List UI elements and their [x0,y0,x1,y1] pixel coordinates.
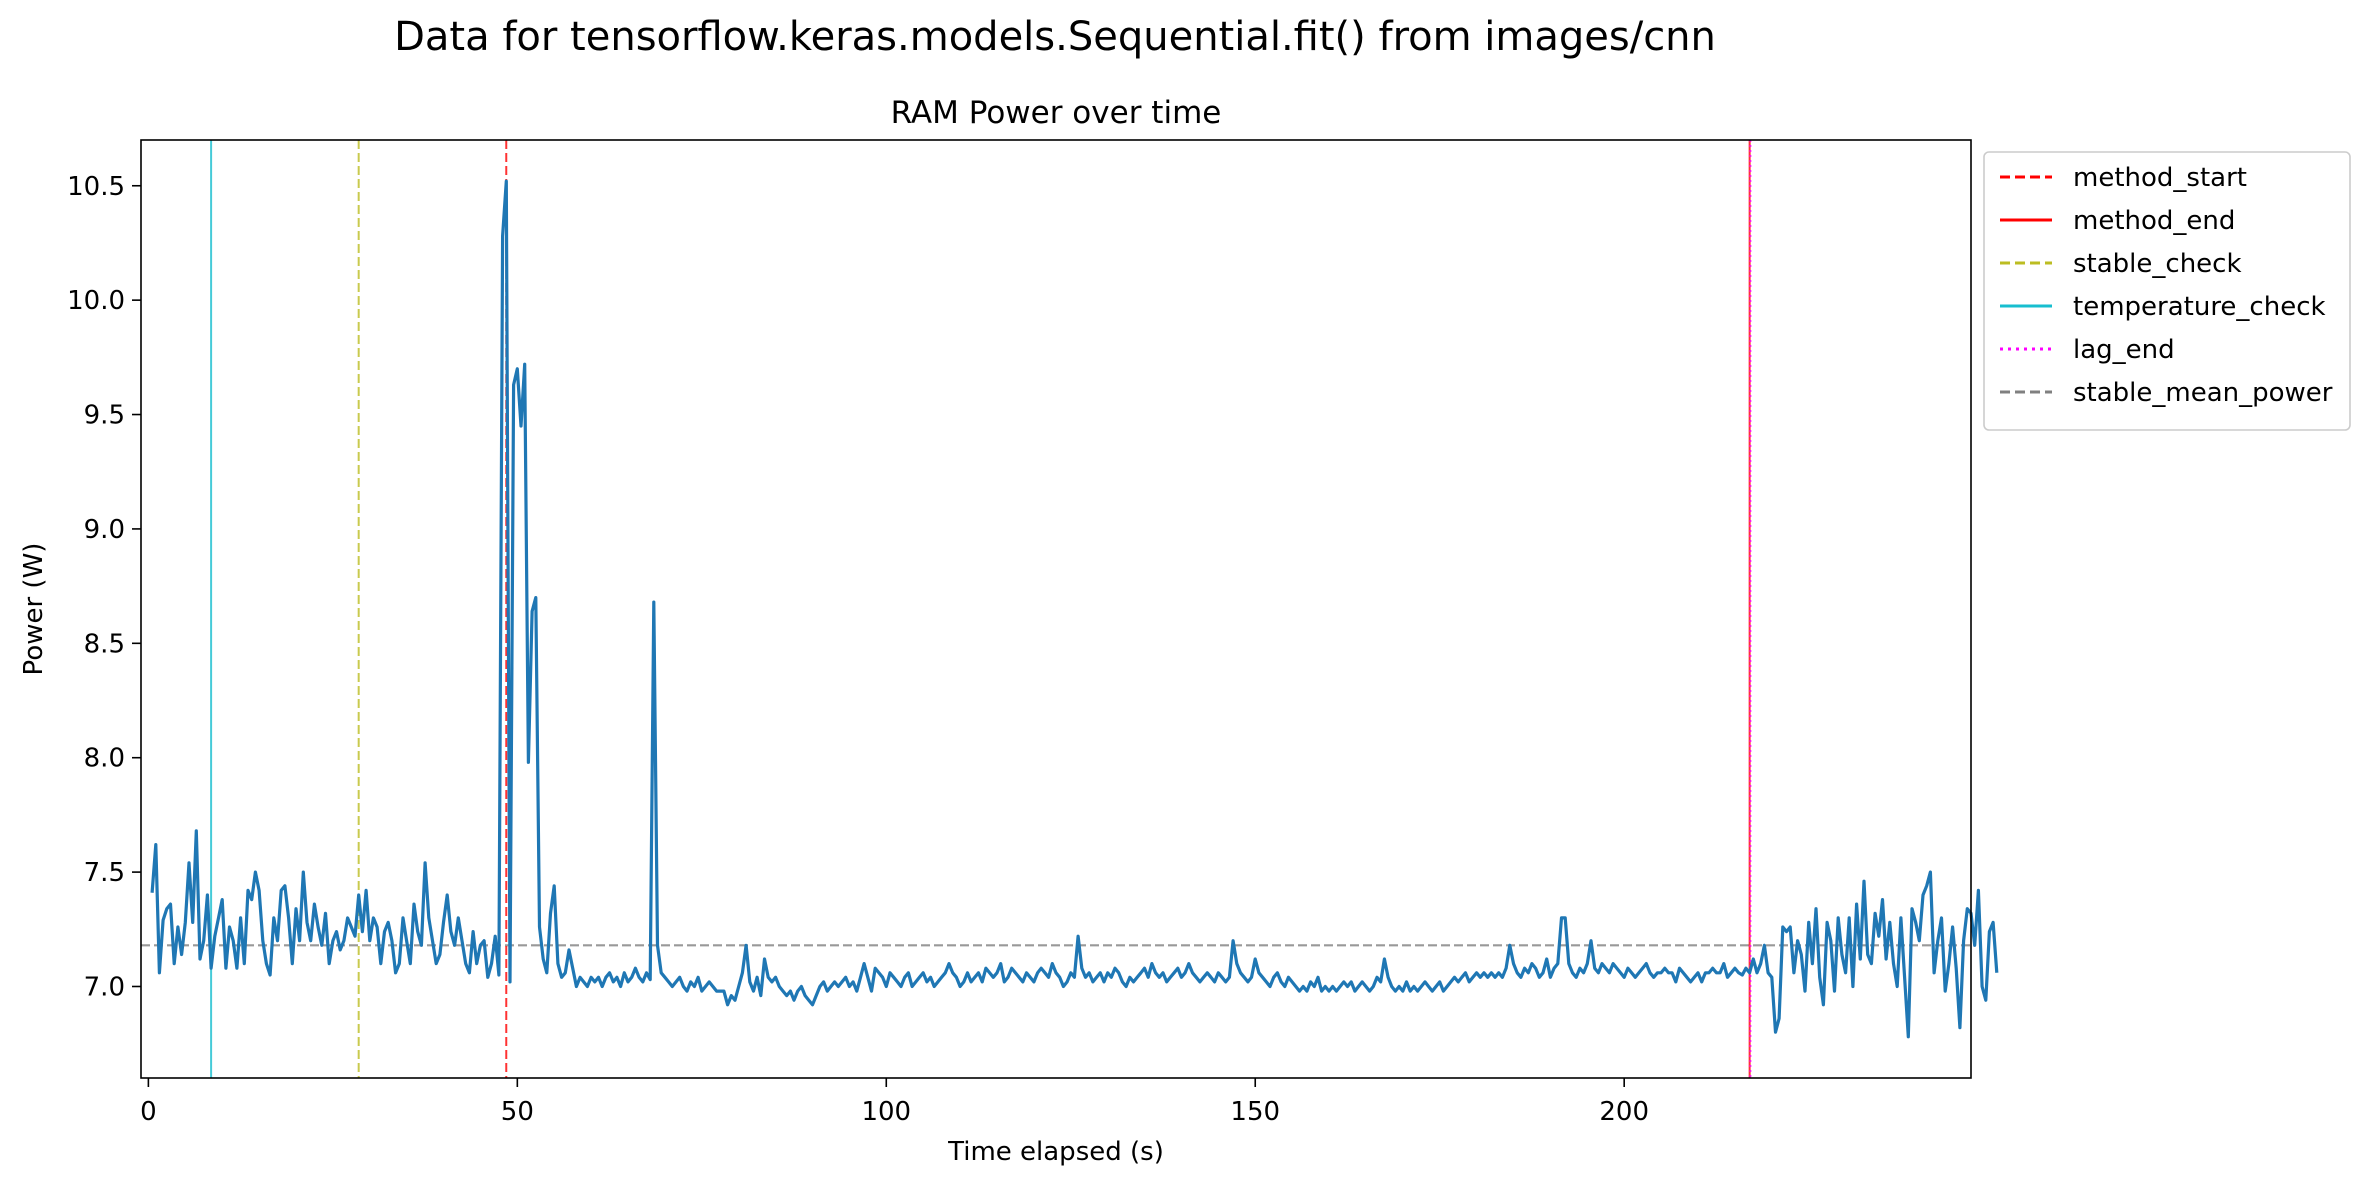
series-line-0 [150,179,1999,1039]
y-tick-label: 7.0 [84,972,125,1002]
legend-label-temperature_check: temperature_check [2073,292,2326,322]
suptitle: Data for tensorflow.keras.models.Sequent… [394,14,1716,60]
x-axis: 0 50 100 150 200 [140,1078,1649,1127]
legend-label-stable_check: stable_check [2073,249,2242,279]
legend-box [1983,151,2351,431]
data-series [150,179,1999,1039]
x-tick-label: 150 [1230,1097,1280,1127]
legend-label-stable_mean_power: stable_mean_power [2073,378,2333,408]
y-tick-label: 8.0 [84,744,125,774]
x-tick-label: 50 [501,1097,534,1127]
y-tick-label: 7.5 [84,858,125,888]
y-tick-label: 9.0 [84,515,125,545]
reference-lines [141,140,1971,1078]
legend-label-method_end: method_end [2073,206,2235,236]
legend: method_start method_end stable_checktemper… [1983,151,2351,431]
y-axis: 7.0 7.5 8.0 8.5 9.0 9.5 10.0 10.5 [67,172,141,1002]
legend-label-method_start: method_start [2073,163,2247,193]
y-tick-label: 10.5 [67,172,125,202]
plot-title: RAM Power over time [891,95,1222,131]
x-tick-label: 100 [861,1097,911,1127]
y-tick-label: 9.5 [84,401,125,431]
plot-frame [140,139,1972,1079]
y-axis-label: Power (W) [19,543,49,676]
x-tick-label: 0 [140,1097,157,1127]
x-tick-label: 200 [1599,1097,1649,1127]
x-axis-label: Time elapsed (s) [947,1137,1164,1167]
y-tick-label: 8.5 [84,629,125,659]
y-tick-label: 10.0 [67,286,125,316]
legend-label-lag_end: lag_end [2073,335,2175,365]
